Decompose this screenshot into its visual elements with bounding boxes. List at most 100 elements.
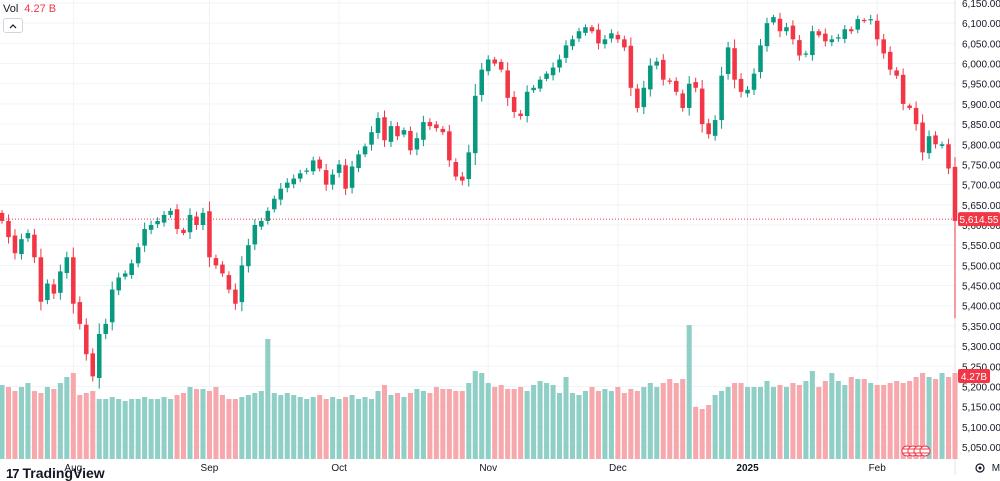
candle bbox=[939, 141, 945, 149]
candle bbox=[654, 57, 660, 70]
volume-bar bbox=[109, 397, 115, 459]
collapse-legend-button[interactable] bbox=[3, 18, 23, 33]
candle bbox=[596, 23, 601, 50]
candle bbox=[181, 227, 186, 236]
volume-bar bbox=[200, 389, 206, 459]
candle bbox=[615, 31, 621, 43]
candle bbox=[771, 14, 776, 25]
volume-bar bbox=[842, 385, 848, 459]
volume-bar bbox=[926, 377, 932, 459]
volume-bar bbox=[777, 385, 783, 459]
candle-body bbox=[803, 53, 809, 55]
candle bbox=[427, 118, 433, 130]
candle-body bbox=[933, 135, 938, 145]
candle-body bbox=[213, 258, 219, 266]
candle bbox=[19, 233, 24, 260]
candle-body bbox=[816, 31, 822, 36]
candle-body bbox=[466, 152, 472, 179]
candle-body bbox=[524, 91, 530, 117]
candle bbox=[343, 158, 348, 196]
candle-body bbox=[401, 130, 407, 135]
y-tick-label: 6,000.00 bbox=[962, 60, 1000, 71]
candle-body bbox=[648, 65, 653, 90]
candle bbox=[933, 131, 938, 149]
candle bbox=[576, 27, 582, 43]
candle bbox=[920, 114, 925, 161]
volume-bar bbox=[822, 381, 828, 459]
candle bbox=[842, 24, 848, 44]
volume-bar bbox=[492, 387, 498, 459]
time-axis[interactable]: Aug Sep Oct Nov Dec 2025 Feb Mar bbox=[64, 463, 1000, 474]
candle bbox=[952, 157, 958, 319]
candle bbox=[803, 50, 809, 58]
candle-body bbox=[336, 164, 342, 173]
candle-body bbox=[855, 19, 861, 30]
candle-body bbox=[777, 18, 783, 32]
candle bbox=[706, 118, 711, 139]
candle-body bbox=[90, 353, 96, 377]
candle-body bbox=[427, 122, 433, 127]
volume-bar bbox=[12, 391, 18, 459]
volume-bar bbox=[764, 381, 770, 459]
candle-body bbox=[732, 48, 737, 80]
candle bbox=[122, 270, 128, 280]
candle-body bbox=[109, 289, 115, 323]
candle bbox=[660, 54, 666, 86]
volume-bar bbox=[686, 325, 692, 459]
candle-body bbox=[317, 159, 322, 169]
candle-body bbox=[233, 289, 238, 304]
candle bbox=[375, 112, 381, 139]
candle-body bbox=[272, 198, 277, 210]
candle-body bbox=[868, 19, 873, 21]
volume-bar bbox=[628, 389, 634, 459]
candle-body bbox=[505, 70, 510, 98]
tradingview-logo[interactable]: 17 TradingView bbox=[6, 465, 105, 481]
candle bbox=[304, 167, 309, 175]
candle bbox=[784, 22, 789, 36]
candle bbox=[6, 214, 11, 244]
candle-body bbox=[641, 87, 647, 108]
candle-body bbox=[758, 45, 763, 73]
candle-body bbox=[291, 178, 297, 185]
candle-body bbox=[284, 182, 290, 188]
volume-bar bbox=[174, 395, 180, 459]
volume-bar bbox=[375, 391, 381, 459]
volume-bar bbox=[557, 393, 563, 459]
candle bbox=[200, 207, 206, 231]
candle bbox=[686, 76, 692, 116]
volume-bar bbox=[881, 385, 887, 459]
y-tick-label: 6,100.00 bbox=[962, 19, 1000, 30]
candle-body bbox=[660, 59, 666, 80]
y-tick-label: 5,450.00 bbox=[962, 282, 1000, 293]
candle-body bbox=[784, 27, 789, 32]
gear-icon[interactable] bbox=[974, 462, 986, 474]
candle bbox=[680, 89, 685, 112]
candle-body bbox=[622, 39, 627, 48]
candle-body bbox=[602, 39, 608, 45]
volume-bar bbox=[809, 371, 815, 459]
candle bbox=[797, 35, 802, 61]
tradingview-mark: 17 bbox=[6, 465, 20, 481]
volume-bar bbox=[887, 383, 893, 459]
volume-bar bbox=[589, 387, 595, 459]
candle bbox=[434, 121, 439, 132]
candle bbox=[738, 73, 744, 98]
candle-body bbox=[738, 78, 744, 92]
candle-body bbox=[797, 40, 802, 56]
last-volume-label: 4.27B bbox=[961, 372, 987, 383]
candle bbox=[719, 66, 724, 129]
price-axis[interactable]: 6,150.00 6,100.00 6,050.00 6,000.00 5,950.00… bbox=[962, 0, 1000, 454]
volume-bar bbox=[38, 393, 44, 459]
candle-body bbox=[576, 31, 582, 39]
candle-body bbox=[460, 176, 465, 181]
candle bbox=[855, 15, 861, 34]
candle bbox=[758, 38, 763, 79]
volume-bar bbox=[790, 383, 796, 459]
volume-bar bbox=[83, 393, 89, 459]
volume-bar bbox=[336, 399, 342, 459]
candle bbox=[628, 37, 634, 97]
candle bbox=[823, 28, 828, 47]
candle-body bbox=[6, 220, 11, 238]
